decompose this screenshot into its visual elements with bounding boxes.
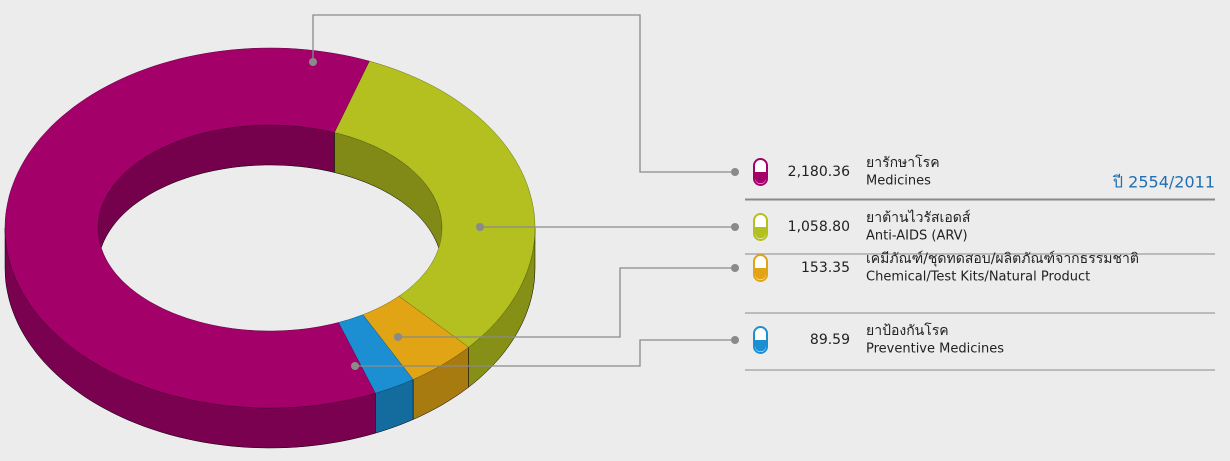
legend-dot [731, 336, 739, 344]
pill-fill [755, 227, 766, 239]
pill-fill [755, 268, 766, 280]
legend-dot [731, 223, 739, 231]
legend-label: Preventive Medicines [866, 342, 1004, 357]
legend-label: Chemical/Test Kits/Natural Product [866, 270, 1090, 285]
leader-line [398, 267, 735, 338]
legend: 2,180.36 ยารักษาโรค Medicines 1,058.80 ยาต้า… [731, 154, 1215, 371]
leader-line [355, 339, 735, 367]
legend-label: Medicines [866, 174, 931, 189]
donut [4, 47, 536, 449]
legend-label-th: ยาป้องกันโรค [866, 322, 949, 339]
legend-label-th: เคมีภัณฑ์/ชุดทดสอบ/ผลิตภัณฑ์จากธรรมชาติ [866, 250, 1139, 267]
value-label: 2,180.36 [788, 164, 850, 180]
pill-fill [755, 172, 766, 184]
legend-label: Anti-AIDS (ARV) [866, 229, 968, 244]
value-label: 1,058.80 [788, 219, 850, 235]
legend-dot [731, 168, 739, 176]
slice [4, 47, 376, 409]
legend-dot [731, 264, 739, 272]
leader-lines [312, 14, 735, 367]
legend-label-th: ยาต้านไวรัสเอดส์ [866, 209, 971, 226]
legend-label-th: ยารักษาโรค [866, 154, 940, 171]
value-label: 153.35 [801, 260, 850, 276]
value-label: 89.59 [810, 332, 850, 348]
pill-fill [755, 340, 766, 352]
legend-title: ปี 2554/2011 [1113, 173, 1215, 192]
leader-line [312, 14, 735, 173]
